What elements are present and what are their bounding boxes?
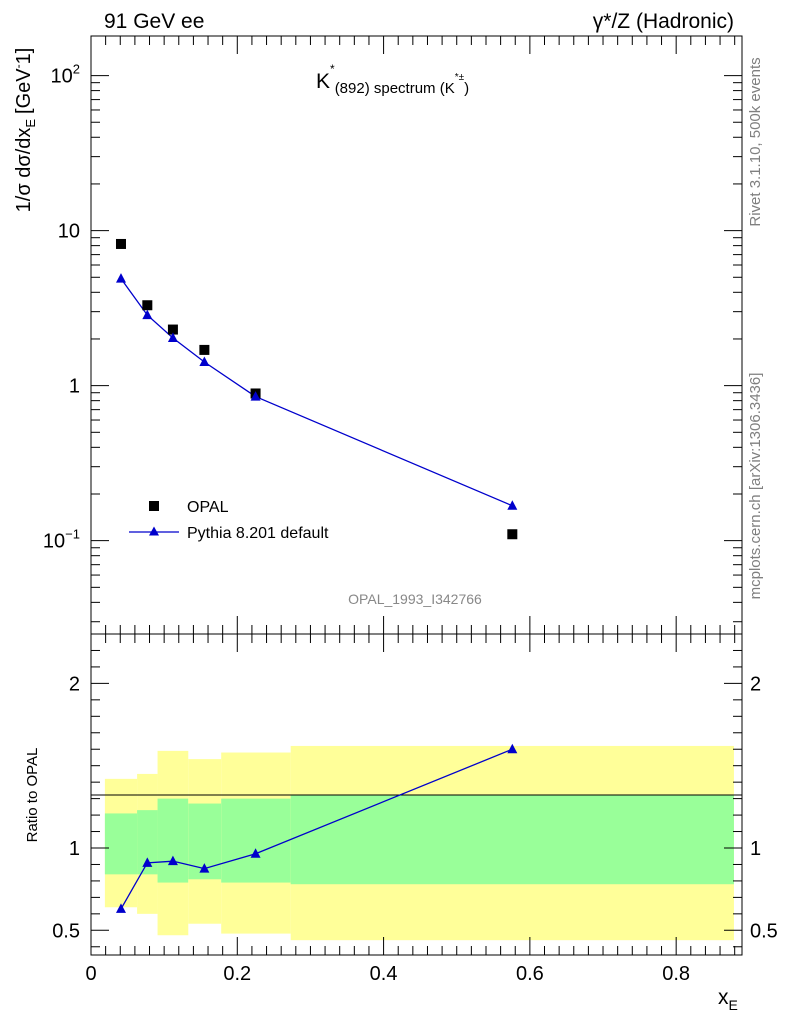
ratio-y-tick-label-left: 0.5 <box>52 920 80 942</box>
uncertainty-band-inner <box>221 798 291 883</box>
ratio-panel: 0.5 0.5 1 1 2 2 0 0.2 0.4 0.6 0.8 Ratio to OPAL x… <box>24 633 778 1013</box>
main-ticks <box>90 36 742 634</box>
plot-title: K*(892) spectrum (K*±) <box>316 62 469 97</box>
mc-point <box>167 332 178 342</box>
mc-point <box>142 309 153 320</box>
x-tick-label: 0.4 <box>370 963 398 985</box>
mc-point <box>199 356 210 367</box>
main-y-tick-label-base: 10 <box>51 66 73 88</box>
x-axis-label: xE <box>718 986 738 1013</box>
ratio-mc-point <box>167 855 178 866</box>
ratio-mc-point <box>142 857 153 867</box>
ratio-bands <box>104 745 734 941</box>
uncertainty-band-inner <box>137 810 158 875</box>
y-axis-label-unit-sup: - <box>11 64 25 68</box>
ratio-y-tick-label-right: 0.5 <box>750 920 778 942</box>
ratio-y-tick-label-right: 1 <box>750 838 761 860</box>
y-axis-label-unit-end: 1] <box>13 48 35 65</box>
x-axis-label-sub: E <box>729 997 738 1013</box>
y-axis-label-unit: [GeV <box>13 68 35 114</box>
plot-title-close: ) <box>464 80 469 97</box>
y-axis-label-text: 1/σ dσ/dx <box>13 128 35 213</box>
main-y-tick-label: 10 <box>58 221 80 243</box>
plot-title-sub: (892) spectrum (K <box>335 80 455 97</box>
x-tick-label: 0.6 <box>516 963 544 985</box>
opal-data-point <box>115 238 126 249</box>
process-label: γ*/Z (Hadronic) <box>593 10 734 33</box>
opal-data-point <box>142 300 153 311</box>
ratio-y-tick-label-left: 1 <box>69 838 80 860</box>
ratio-frame <box>90 633 743 956</box>
analysis-watermark: OPAL_1993_I342766 <box>348 591 482 607</box>
ratio-curve <box>115 743 518 913</box>
ratio-mc-point <box>115 903 126 913</box>
mc-line <box>120 278 513 507</box>
opal-data-point <box>507 529 518 540</box>
plot-title-main-sup: * <box>330 62 335 76</box>
x-tick-label: 0.8 <box>662 963 690 985</box>
ratio-mc-point <box>250 848 261 858</box>
energy-label: 91 GeV ee <box>104 10 204 33</box>
mc-point <box>507 500 518 510</box>
ratio-y-tick-labels: 0.5 0.5 1 1 2 2 <box>52 673 778 942</box>
y-axis-label-sub: E <box>23 119 38 128</box>
legend-mc-marker <box>149 526 159 536</box>
main-points <box>115 238 518 540</box>
main-frame <box>90 35 743 635</box>
x-tick-label: 0 <box>85 963 96 985</box>
source-label: mcplots.cern.ch [arXiv:1306.3436] <box>747 373 764 600</box>
ratio-mc-point <box>507 743 518 754</box>
ratio-y-tick-label-right: 2 <box>750 673 761 695</box>
legend-opal-label: OPAL <box>187 499 229 516</box>
ratio-mc-line <box>120 748 513 910</box>
legend-opal-marker <box>149 501 159 511</box>
ratio-mc-point <box>199 863 210 873</box>
uncertainty-band-inner <box>157 798 189 883</box>
ratio-y-tick-label-left: 2 <box>69 673 80 695</box>
mc-point <box>115 273 126 283</box>
main-y-tick-label-base: 10 <box>43 531 65 553</box>
ratio-y-axis-label: Ratio to OPAL <box>24 748 41 843</box>
plot-title-main: K <box>316 70 330 93</box>
rivet-label: Rivet 3.1.10, 500k events <box>747 57 764 226</box>
main-y-tick-label-exp: −1 <box>65 527 80 542</box>
opal-data-point <box>167 324 178 335</box>
plot-title-sub-sup: *± <box>455 72 465 83</box>
legend-mc-label: Pythia 8.201 default <box>187 525 329 542</box>
x-axis-label-main: x <box>718 986 729 1009</box>
legend: OPAL Pythia 8.201 default <box>129 499 329 542</box>
mc-curve <box>120 278 513 507</box>
uncertainty-band-inner <box>104 813 138 875</box>
main-y-tick-label-base: 1 <box>69 376 80 398</box>
main-y-tick-label-base: 10 <box>58 221 80 243</box>
main-y-tick-label: 1 <box>69 376 80 398</box>
opal-data-point <box>199 344 210 355</box>
x-tick-label: 0.2 <box>223 963 251 985</box>
ratio-ticks <box>90 634 742 955</box>
uncertainty-band-inner <box>290 795 734 885</box>
mc-point <box>250 391 261 401</box>
main-y-axis-label: 1/σ dσ/dxE [GeV-1] <box>11 48 38 213</box>
main-y-tick-label: 102 <box>51 62 80 88</box>
main-y-tick-label-exp: 2 <box>73 62 80 77</box>
main-y-tick-label: 10−1 <box>43 527 80 553</box>
ratio-x-tick-labels: 0 0.2 0.4 0.6 0.8 <box>85 963 690 985</box>
